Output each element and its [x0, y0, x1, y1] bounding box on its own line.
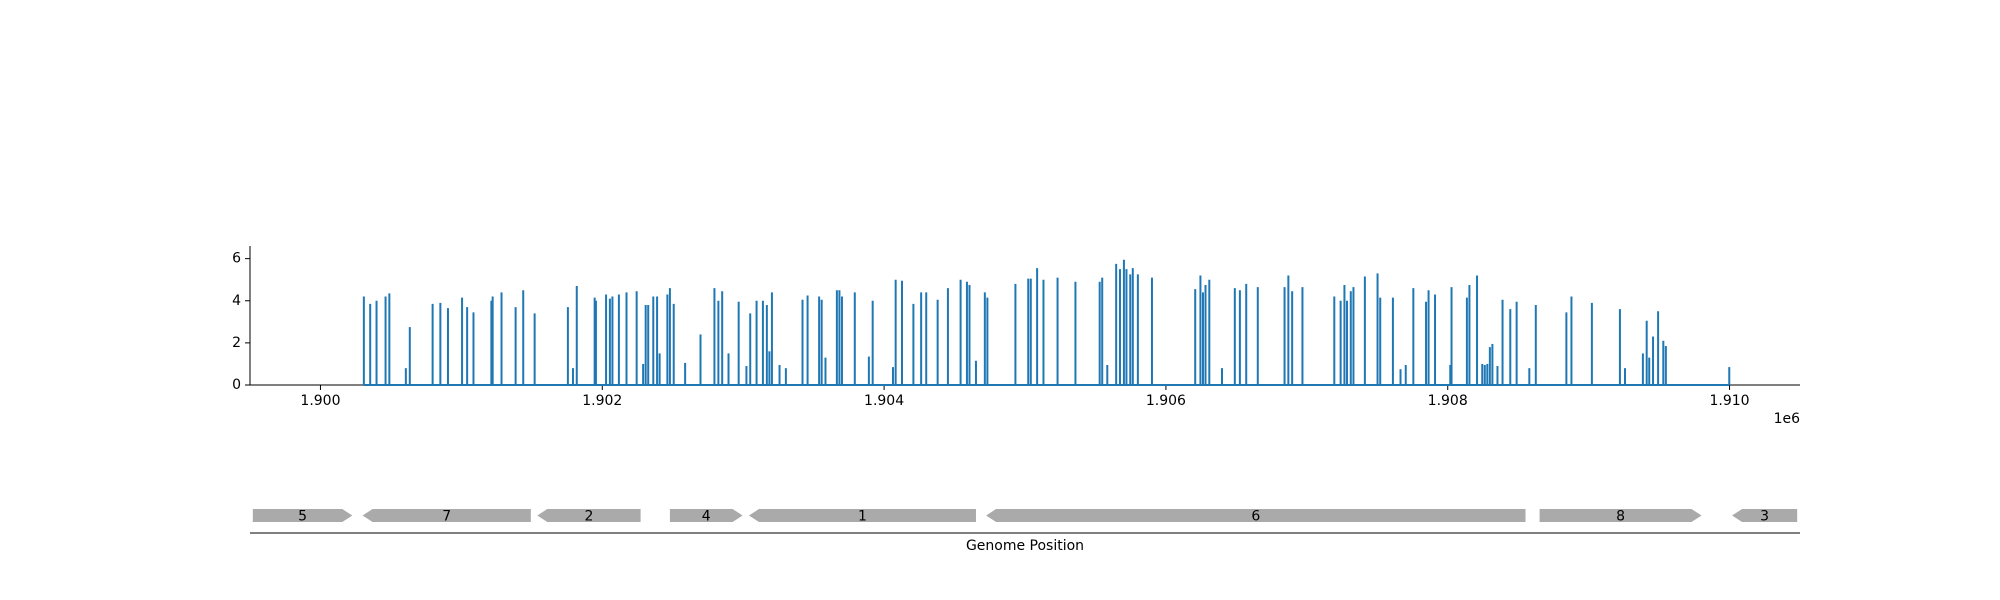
x-tick-label: 1.904 — [864, 393, 904, 409]
gene-label: 2 — [584, 509, 593, 525]
gene — [362, 509, 531, 522]
x-tick-label: 1.910 — [1709, 393, 1749, 409]
gene-label: 7 — [442, 509, 451, 525]
x-tick-label: 1.900 — [300, 393, 340, 409]
y-tick-label: 6 — [232, 251, 241, 267]
x-axis-label: Genome Position — [966, 538, 1084, 554]
x-tick-label: 1.902 — [582, 393, 622, 409]
gene — [252, 509, 353, 522]
gene — [669, 509, 743, 522]
gene-label: 1 — [858, 509, 867, 525]
gene — [1732, 509, 1798, 522]
y-tick-label: 2 — [232, 335, 241, 351]
gene-label: 5 — [298, 509, 307, 525]
gene — [986, 509, 1526, 522]
x-tick-label: 1.908 — [1428, 393, 1468, 409]
y-tick-label: 0 — [232, 377, 241, 393]
x-tick-label: 1.906 — [1146, 393, 1186, 409]
gene-label: 4 — [702, 509, 711, 525]
gene — [537, 509, 641, 522]
x-offset-label: 1e6 — [1774, 411, 1801, 427]
gene-label: 8 — [1616, 509, 1625, 525]
y-tick-label: 4 — [232, 293, 241, 309]
gene — [748, 509, 976, 522]
gene — [1539, 509, 1702, 522]
gene-label: 6 — [1251, 509, 1260, 525]
gene-label: 3 — [1760, 509, 1769, 525]
